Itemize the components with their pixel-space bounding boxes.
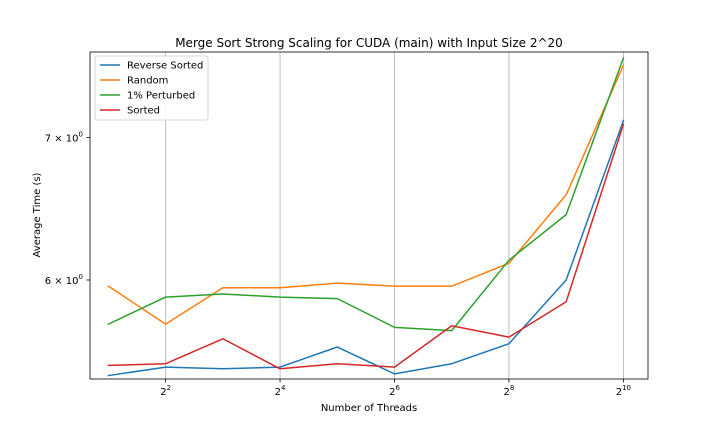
x-tick-exponent: 6 (395, 384, 400, 392)
y-tick-coefficient: 6 × 10 (45, 276, 79, 287)
legend-label: Reverse Sorted (127, 61, 203, 72)
x-tick-base: 2 (275, 387, 281, 398)
x-tick-base: 2 (160, 387, 166, 398)
y-tick-label: 6 × 100 (45, 273, 83, 287)
y-axis-label: Average Time (s) (32, 172, 43, 257)
x-tick-exponent: 10 (622, 384, 631, 392)
x-tick-label: 28 (504, 384, 515, 398)
x-axis-label: Number of Threads (321, 403, 417, 414)
x-tick-label: 26 (389, 384, 400, 398)
x-tick-base: 2 (504, 387, 510, 398)
x-tick-exponent: 2 (167, 384, 171, 392)
legend: Reverse Sorted Random 1% Perturbed Sorted (94, 55, 209, 121)
x-tick-label: 22 (160, 384, 171, 398)
legend-label: Sorted (127, 106, 160, 117)
chart-title: Merge Sort Strong Scaling for CUDA (main… (175, 36, 563, 50)
legend-label: Random (127, 76, 168, 87)
legend-box (94, 55, 209, 121)
y-tick-exponent: 0 (79, 273, 83, 281)
x-tick-label: 24 (275, 384, 286, 398)
y-tick-label: 7 × 100 (45, 131, 83, 145)
x-tick-exponent: 4 (281, 384, 286, 392)
series-line-random (107, 64, 625, 325)
y-tick-coefficient: 7 × 10 (45, 134, 79, 145)
series-line-sorted (107, 123, 625, 370)
series-lines (107, 57, 625, 377)
legend-label: 1% Perturbed (127, 91, 195, 102)
x-tick-exponent: 8 (510, 384, 514, 392)
y-tick-exponent: 0 (79, 131, 83, 139)
x-tick-base: 2 (389, 387, 395, 398)
x-tick-base: 2 (616, 387, 622, 398)
series-line-reverse-sorted (107, 119, 625, 377)
series-line-1-perturbed (107, 57, 625, 332)
plot-frame (89, 51, 649, 380)
x-tick-label: 210 (616, 384, 631, 398)
x-axis-ticks: 22 24 26 28 210 (160, 379, 631, 398)
